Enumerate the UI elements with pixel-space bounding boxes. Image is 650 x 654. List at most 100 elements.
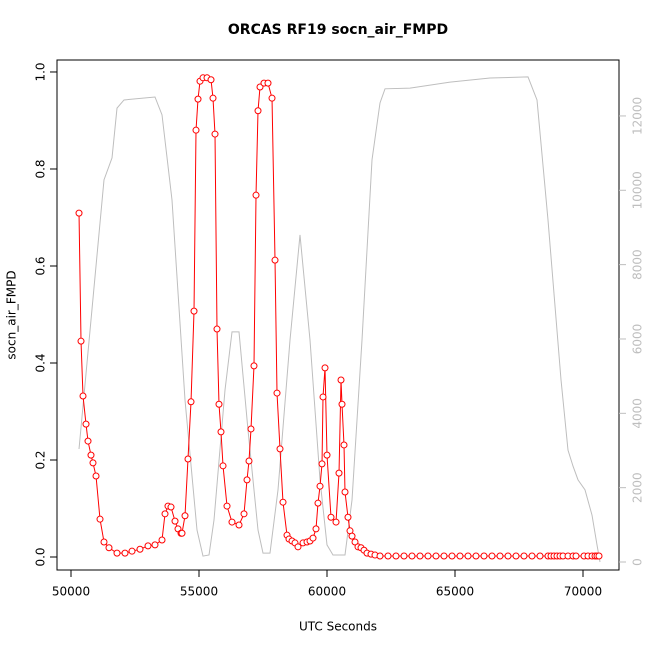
data-point xyxy=(332,518,340,526)
data-point xyxy=(252,191,260,199)
data-point xyxy=(187,398,195,406)
data-point xyxy=(121,549,129,557)
data-point xyxy=(84,437,92,445)
data-point xyxy=(217,428,225,436)
plot-frame xyxy=(56,59,620,571)
data-point xyxy=(344,513,352,521)
data-point xyxy=(595,552,603,560)
data-point xyxy=(207,76,215,84)
y-tick-label: 0.8 xyxy=(34,159,48,178)
data-point xyxy=(113,549,121,557)
data-point xyxy=(250,362,258,370)
data-point xyxy=(273,389,281,397)
data-point xyxy=(432,552,440,560)
x-tick-label: 50000 xyxy=(52,585,90,599)
data-point xyxy=(194,95,202,103)
data-point xyxy=(151,541,159,549)
data-point xyxy=(496,552,504,560)
data-point xyxy=(348,532,356,540)
x-tick-label: 55000 xyxy=(180,585,218,599)
data-point xyxy=(276,445,284,453)
data-point xyxy=(480,552,488,560)
data-point xyxy=(264,79,272,87)
series-line xyxy=(78,76,601,563)
data-point xyxy=(223,502,231,510)
data-point xyxy=(392,552,400,560)
data-point xyxy=(181,512,189,520)
data-point xyxy=(213,325,221,333)
data-point xyxy=(314,499,322,507)
data-point xyxy=(504,552,512,560)
data-point xyxy=(384,552,392,560)
data-point xyxy=(92,472,100,480)
data-point xyxy=(440,552,448,560)
data-point xyxy=(219,462,227,470)
data-point xyxy=(572,552,580,560)
data-point xyxy=(136,545,144,553)
y2-tick-label: 6000 xyxy=(631,324,645,355)
data-point xyxy=(254,107,262,115)
y2-tick-label: 10000 xyxy=(631,171,645,209)
x-axis-label: UTC Seconds xyxy=(299,620,377,634)
data-point xyxy=(211,130,219,138)
data-point xyxy=(400,552,408,560)
y2-tick-label: 12000 xyxy=(631,97,645,135)
data-point xyxy=(167,503,175,511)
data-point xyxy=(520,552,528,560)
data-point xyxy=(105,544,113,552)
data-point xyxy=(321,364,329,372)
data-point xyxy=(319,393,327,401)
data-point xyxy=(472,552,480,560)
data-point xyxy=(312,525,320,533)
data-point xyxy=(178,529,186,537)
chart-title: ORCAS RF19 socn_air_FMPD xyxy=(228,22,448,38)
data-point xyxy=(77,337,85,345)
data-point xyxy=(128,547,136,555)
y2-tick-label: 2000 xyxy=(631,472,645,503)
y-tick-label: 0.4 xyxy=(34,353,48,372)
data-point xyxy=(488,552,496,560)
data-point xyxy=(247,425,255,433)
y2-tick-label: 0 xyxy=(631,558,645,566)
data-point xyxy=(536,552,544,560)
data-point xyxy=(209,94,217,102)
data-point xyxy=(294,543,302,551)
data-point xyxy=(190,307,198,315)
data-point xyxy=(96,515,104,523)
data-point xyxy=(268,94,276,102)
data-point xyxy=(464,552,472,560)
data-point xyxy=(144,542,152,550)
data-point xyxy=(316,482,324,490)
data-point xyxy=(240,510,248,518)
data-point xyxy=(100,538,108,546)
data-point xyxy=(456,552,464,560)
data-point xyxy=(89,459,97,467)
data-point xyxy=(82,420,90,428)
data-point xyxy=(279,498,287,506)
data-point xyxy=(416,552,424,560)
y-tick-label: 0.6 xyxy=(34,256,48,275)
data-point xyxy=(341,488,349,496)
data-point xyxy=(340,441,348,449)
data-point xyxy=(424,552,432,560)
data-point xyxy=(338,400,346,408)
x-tick-label: 65000 xyxy=(436,585,474,599)
data-point xyxy=(243,476,251,484)
data-point xyxy=(192,126,200,134)
data-point xyxy=(318,460,326,468)
data-point xyxy=(228,518,236,526)
data-point xyxy=(351,538,359,546)
data-point xyxy=(323,451,331,459)
data-point xyxy=(184,455,192,463)
data-point xyxy=(271,256,279,264)
data-point xyxy=(235,521,243,529)
data-point xyxy=(171,517,179,525)
y-tick-label: 1.0 xyxy=(34,62,48,81)
y-tick-label: 0.0 xyxy=(34,547,48,566)
data-point xyxy=(79,392,87,400)
data-point xyxy=(408,552,416,560)
data-point xyxy=(376,552,384,560)
y-axis-label: socn_air_FMPD xyxy=(5,270,19,359)
